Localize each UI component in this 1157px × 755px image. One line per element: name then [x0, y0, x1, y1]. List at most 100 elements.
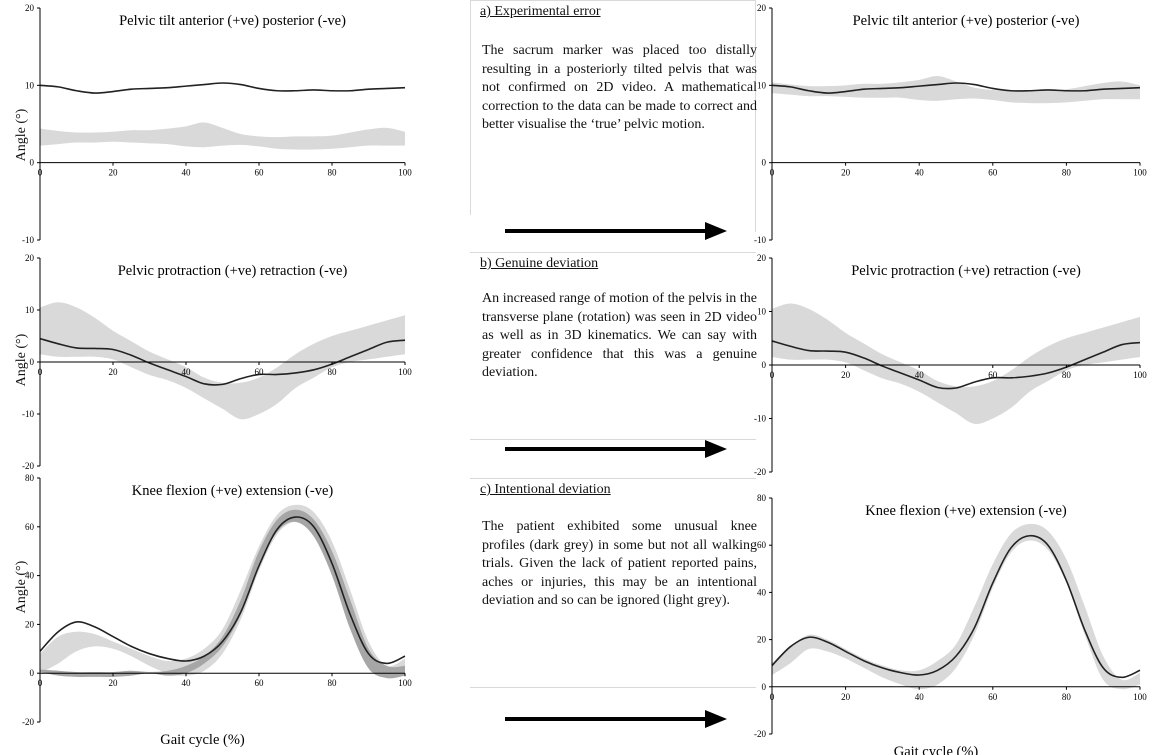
mean-line-1	[39, 337, 406, 386]
chart-left-pelvic-protraction: -20 -10 0 10 20 0 20 40 60 80 100 Pelvic protractio…	[22, 253, 412, 471]
panel-heading: a) Experimental error	[480, 4, 601, 19]
x-tick-label: 40	[182, 367, 192, 377]
y-tick-label: 20	[25, 619, 35, 629]
x-tick-label: 100	[398, 168, 412, 178]
y-tick-label: -10	[22, 409, 34, 419]
arrow-right-icon	[505, 440, 727, 458]
x-tick-label: 20	[109, 367, 119, 377]
y-tick-label: 40	[25, 571, 35, 581]
y-tick-label: 20	[757, 253, 767, 263]
chart-title: Pelvic tilt anterior (+ve) posterior (-v…	[119, 13, 346, 29]
mean-line-1	[771, 82, 1141, 94]
chart-title: Knee flexion (+ve) extension (-ve)	[865, 503, 1067, 519]
y-tick-label: -20	[754, 467, 766, 477]
y-tick-label: -20	[22, 717, 34, 727]
x-tick-label: 20	[109, 168, 119, 178]
x-tick-label: 100	[1133, 370, 1147, 380]
x-tick-label: 60	[988, 168, 998, 178]
x-axis-label: Gait cycle (%)	[894, 744, 979, 755]
x-tick-label: 60	[255, 168, 265, 178]
y-tick-label: 0	[762, 360, 767, 370]
chart-right-pelvic-protraction: -20 -10 0 10 20 0 20 40 60 80 100 Pelvic protractio…	[754, 253, 1147, 477]
text-panel-b: b) Genuine deviation An increased range …	[470, 252, 757, 440]
y-tick-label: 10	[757, 80, 767, 90]
sd-band-0	[40, 302, 405, 420]
x-tick-label: 60	[988, 370, 998, 380]
sd-band-0	[40, 122, 405, 150]
sd-band-0	[772, 76, 1140, 104]
y-tick-label: 0	[30, 668, 35, 678]
sd-band-0	[772, 523, 1140, 690]
x-tick-label: 100	[1133, 168, 1147, 178]
chart-title: Pelvic tilt anterior (+ve) posterior (-v…	[853, 13, 1080, 29]
x-tick-label: 60	[255, 367, 265, 377]
y-axis-label: Angle (°)	[14, 108, 29, 162]
y-tick-label: 60	[25, 522, 35, 532]
y-tick-label: 10	[25, 305, 35, 315]
x-axis-label: Gait cycle (%)	[160, 732, 245, 748]
text-panel-a: a) Experimental error The sacrum marker …	[470, 0, 757, 232]
x-tick-label: 80	[328, 678, 338, 688]
panel-heading: b) Genuine deviation	[480, 256, 599, 271]
x-tick-label: 40	[915, 692, 925, 702]
y-tick-label: -10	[754, 235, 766, 245]
sd-band-0	[772, 303, 1140, 424]
x-tick-label: 0	[770, 168, 775, 178]
chart-title: Pelvic protraction (+ve) retraction (-ve…	[851, 263, 1081, 279]
y-tick-label: 20	[25, 3, 35, 13]
x-tick-label: 0	[38, 367, 43, 377]
mean-line-1	[771, 340, 1141, 390]
arrow-right-icon	[505, 222, 727, 240]
x-tick-label: 20	[109, 678, 119, 688]
chart-right-pelvic-tilt: -10 0 10 20 0 20 40 60 80 100 Pelvic tilt anterior…	[754, 3, 1147, 245]
sd-band-0	[40, 504, 405, 676]
x-tick-label: 60	[255, 678, 265, 688]
x-tick-label: 40	[915, 168, 925, 178]
x-tick-label: 40	[915, 370, 925, 380]
y-tick-label: 60	[757, 540, 767, 550]
x-tick-label: 80	[328, 168, 338, 178]
y-axis-label: Angle (°)	[14, 560, 29, 614]
y-tick-label: 10	[757, 307, 767, 317]
chart-title: Pelvic protraction (+ve) retraction (-ve…	[118, 263, 348, 279]
x-tick-label: 20	[841, 168, 851, 178]
y-tick-label: 80	[25, 473, 35, 483]
sd-band-1	[40, 509, 405, 679]
y-tick-label: 0	[762, 682, 767, 692]
x-tick-label: 60	[988, 692, 998, 702]
arrow-right-icon	[505, 710, 727, 728]
x-tick-label: 80	[328, 367, 338, 377]
chart-left-knee-flexion: -20 0 20 40 60 80 0 20 40 60 80 100 Knee flexion (+v…	[22, 473, 412, 748]
x-tick-label: 0	[770, 370, 775, 380]
x-tick-label: 100	[398, 678, 412, 688]
y-tick-label: 0	[762, 158, 767, 168]
x-tick-label: 100	[1133, 692, 1147, 702]
x-tick-label: 20	[841, 370, 851, 380]
panel-body: The sacrum marker was placed too distall…	[482, 43, 757, 133]
chart-title: Knee flexion (+ve) extension (-ve)	[132, 483, 334, 499]
x-tick-label: 40	[182, 678, 192, 688]
y-tick-label: -20	[22, 461, 34, 471]
panel-heading: c) Intentional deviation	[480, 482, 611, 497]
x-tick-label: 80	[1062, 168, 1072, 178]
y-tick-label: 40	[757, 587, 767, 597]
mean-line-1	[771, 534, 1141, 679]
y-tick-label: 0	[30, 158, 35, 168]
mean-line-1	[39, 82, 406, 94]
y-tick-label: 20	[25, 253, 35, 263]
x-tick-label: 80	[1062, 370, 1072, 380]
y-tick-label: -10	[22, 235, 34, 245]
x-tick-label: 100	[398, 367, 412, 377]
x-tick-label: 0	[38, 168, 43, 178]
x-tick-label: 0	[770, 692, 775, 702]
panel-body: An increased range of motion of the pelv…	[482, 291, 757, 381]
y-tick-label: 10	[25, 80, 35, 90]
x-tick-label: 0	[38, 678, 43, 688]
x-tick-label: 80	[1062, 692, 1072, 702]
mean-line-2	[39, 516, 406, 665]
y-tick-label: 0	[30, 357, 35, 367]
y-tick-label: -10	[754, 414, 766, 424]
x-tick-label: 20	[841, 692, 851, 702]
y-axis-label: Angle (°)	[14, 333, 29, 387]
x-tick-label: 40	[182, 168, 192, 178]
